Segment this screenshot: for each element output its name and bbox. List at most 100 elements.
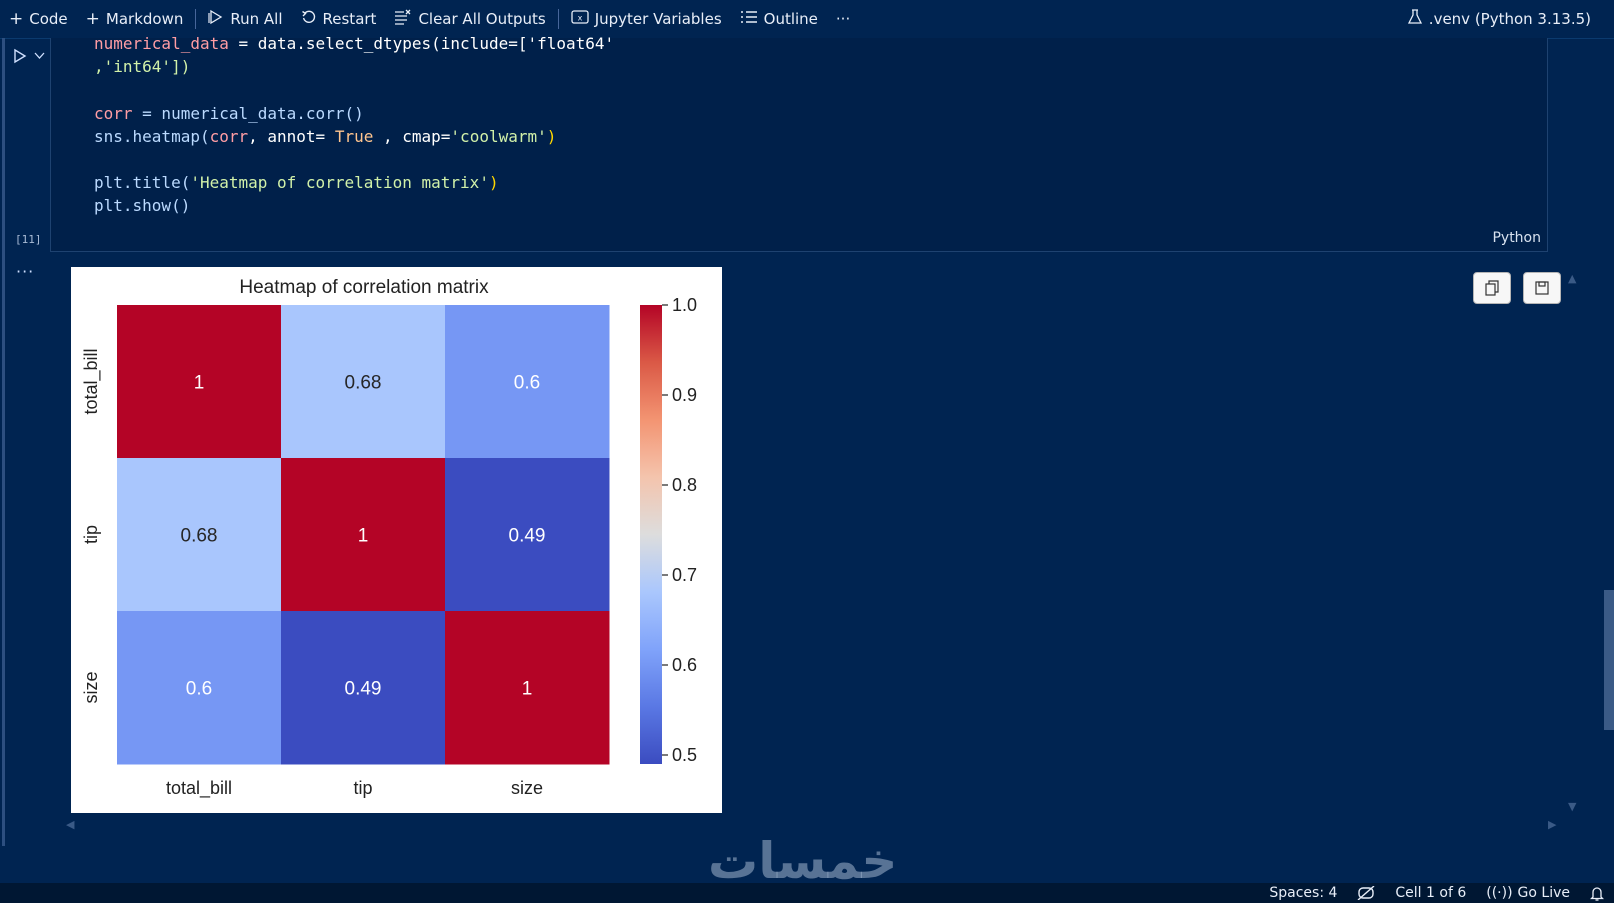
code-token: ,'int64']) — [94, 57, 191, 77]
y-tick-label: size — [81, 671, 101, 703]
kernel-picker[interactable]: .venv (Python 3.13.5) — [1398, 0, 1600, 38]
outline-icon — [740, 9, 758, 29]
heatmap-cell — [281, 458, 446, 612]
cell-annotation: 0.6 — [514, 373, 540, 394]
code-token: = data.select_dtypes(include=['float64' — [228, 34, 615, 53]
restart-button[interactable]: Restart — [292, 0, 386, 38]
toolbar-divider — [557, 9, 559, 29]
svg-text:x: x — [577, 14, 582, 23]
output-scroll-up-icon[interactable]: ▲ — [1568, 272, 1577, 285]
output-scroll-down-icon[interactable]: ▼ — [1568, 800, 1577, 813]
more-actions-button[interactable]: ··· — [827, 0, 859, 38]
code-token: True — [334, 126, 374, 146]
code-editor[interactable]: numerical_data = data.select_dtypes(incl… — [50, 34, 1548, 252]
heatmap-cell — [117, 611, 282, 765]
cell-position-status[interactable]: Cell 1 of 6 — [1395, 885, 1467, 901]
colorbar-tick-label: 0.9 — [672, 385, 697, 405]
clear-outputs-label: Clear All Outputs — [418, 10, 546, 28]
restart-icon — [301, 9, 317, 29]
heatmap-cell — [445, 611, 610, 765]
cell-annotation: 1 — [522, 679, 533, 700]
kernel-label: .venv (Python 3.13.5) — [1428, 10, 1591, 28]
chart-title: Heatmap of correlation matrix — [239, 277, 489, 298]
run-all-button[interactable]: Run All — [199, 0, 291, 38]
restart-label: Restart — [322, 10, 377, 28]
code-token: plt.title( — [94, 173, 191, 193]
heatmap-cell — [117, 305, 282, 459]
cell-focus-indicator — [2, 38, 5, 846]
cell-annotation: 1 — [358, 526, 369, 547]
scrollbar-thumb[interactable] — [1604, 590, 1614, 730]
variables-label: Jupyter Variables — [594, 10, 722, 28]
cell-annotation: 0.68 — [181, 526, 218, 547]
copy-icon — [1485, 280, 1499, 296]
copy-output-button[interactable] — [1473, 272, 1511, 304]
code-token: 'Heatmap of correlation matrix' — [190, 173, 489, 193]
heatmap-cell — [445, 305, 610, 459]
broadcast-icon: ((·)) — [1486, 885, 1513, 901]
plus-icon: + — [85, 8, 100, 29]
go-live-label: Go Live — [1517, 885, 1570, 901]
indentation-status[interactable]: Spaces: 4 — [1269, 885, 1338, 901]
notifications-bell-icon[interactable] — [1580, 886, 1614, 901]
y-tick-label: tip — [81, 525, 101, 544]
x-tick-label: size — [511, 778, 543, 798]
output-scroll-right-icon[interactable]: ▶ — [1548, 818, 1557, 831]
clear-all-outputs-button[interactable]: Clear All Outputs — [385, 0, 554, 38]
code-token: numerical_data — [94, 34, 229, 53]
heatmap-chart: Heatmap of correlation matrix 1 0.68 0.6 0.6… — [81, 277, 697, 799]
colorbar-tick-label: 1.0 — [672, 295, 697, 315]
output-more-actions-button[interactable]: ··· — [16, 262, 35, 281]
more-actions-icon: ··· — [835, 10, 851, 28]
heatmap-cell — [281, 611, 446, 765]
code-text[interactable]: numerical_data = data.select_dtypes(incl… — [94, 32, 614, 218]
colorbar-tick-label: 0.6 — [672, 655, 697, 675]
run-cell-button[interactable] — [12, 48, 28, 68]
code-token: plt.show() — [94, 196, 191, 216]
y-tick-label: total_bill — [81, 348, 102, 414]
code-token: ) — [488, 173, 499, 193]
colorbar-tick-label: 0.5 — [672, 745, 697, 765]
code-token: corr — [209, 126, 249, 146]
kernel-icon — [1407, 9, 1423, 29]
run-all-label: Run All — [230, 10, 283, 28]
cell-language-label[interactable]: Python — [1492, 230, 1541, 246]
code-token: , annot= — [248, 126, 335, 146]
cell-annotation: 0.68 — [345, 373, 382, 394]
jupyter-variables-button[interactable]: x Jupyter Variables — [562, 0, 731, 38]
play-icon — [14, 48, 27, 64]
code-token: 'coolwarm' — [450, 126, 547, 146]
run-options-chevron-icon[interactable] — [34, 50, 45, 64]
copilot-icon — [1357, 886, 1375, 900]
add-code-cell-button[interactable]: + Code — [0, 0, 77, 38]
add-code-label: Code — [29, 10, 68, 28]
code-token: , cmap= — [373, 126, 451, 146]
code-token: ) — [546, 126, 557, 146]
heatmap-cell — [117, 458, 282, 612]
cell-annotation: 1 — [194, 373, 205, 394]
colorbar-tick-label: 0.7 — [672, 565, 697, 585]
outline-button[interactable]: Outline — [731, 0, 827, 38]
code-token: corr — [94, 103, 133, 123]
code-token: sns.heatmap( — [94, 126, 210, 146]
go-live-button[interactable]: ((·)) Go Live — [1476, 885, 1580, 901]
x-tick-label: tip — [353, 778, 372, 798]
cell-annotation: 0.49 — [509, 526, 546, 547]
copilot-status[interactable] — [1347, 886, 1385, 900]
heatmap-cell — [445, 458, 610, 612]
save-output-button[interactable] — [1523, 272, 1561, 304]
output-scroll-left-icon[interactable]: ◀ — [66, 818, 75, 831]
colorbar-tick-label: 0.8 — [672, 475, 697, 495]
watermark-logo: خمسات — [708, 832, 898, 890]
run-all-icon — [208, 9, 224, 29]
add-markdown-cell-button[interactable]: + Markdown — [77, 0, 193, 38]
colorbar — [640, 305, 662, 764]
notebook-toolbar: + Code + Markdown Run All Restart Clear … — [0, 0, 1614, 39]
x-tick-label: total_bill — [166, 778, 232, 799]
clear-outputs-icon — [394, 9, 412, 29]
save-icon — [1535, 281, 1549, 295]
plus-icon: + — [9, 8, 24, 29]
code-token: = numerical_data.corr() — [132, 103, 364, 123]
status-bar: Spaces: 4 Cell 1 of 6 ((·)) Go Live — [0, 883, 1614, 903]
variables-icon: x — [571, 9, 589, 29]
